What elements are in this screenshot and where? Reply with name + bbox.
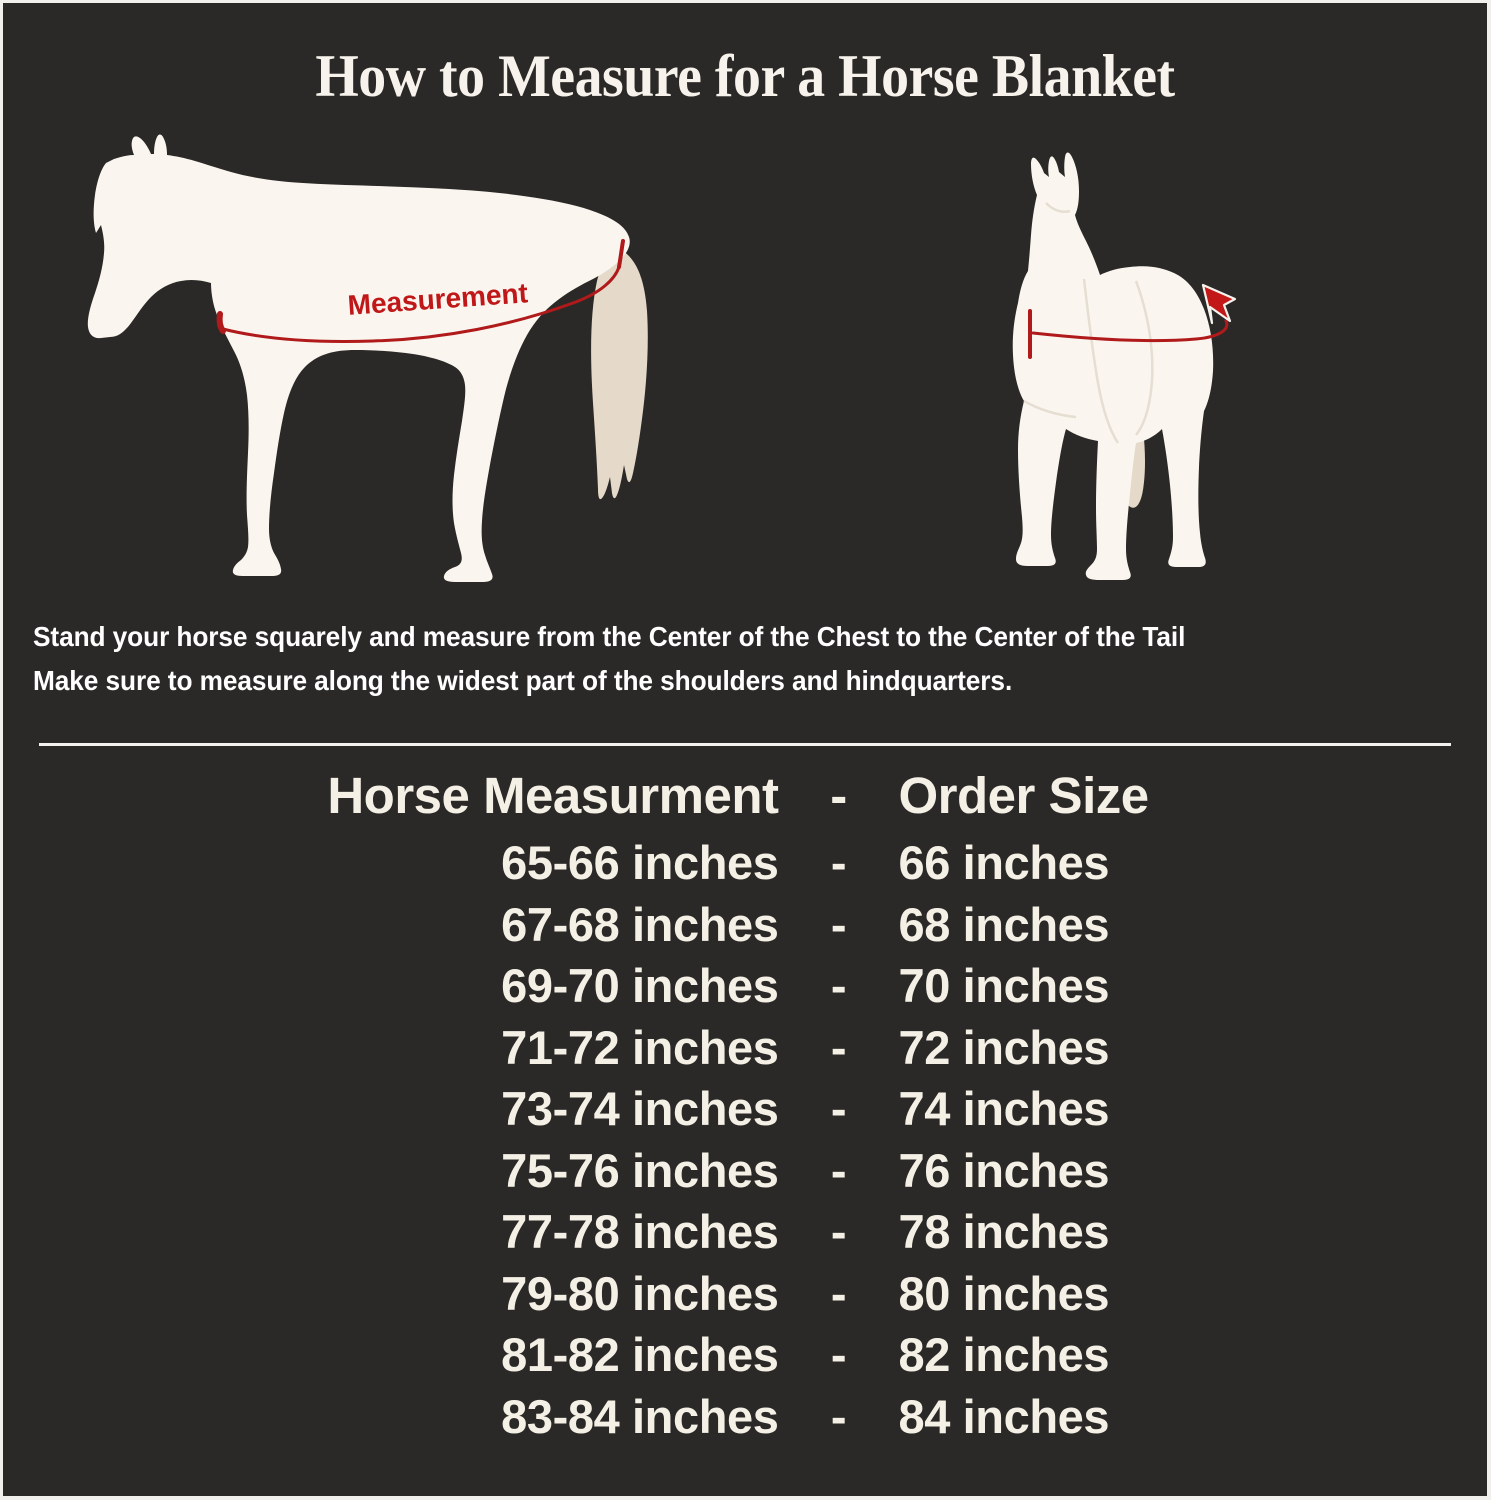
measurement-line-side <box>216 239 625 343</box>
cell-measurement: 73-74 inches <box>501 1082 779 1135</box>
horse-body-rear <box>1012 152 1214 580</box>
cell-measurement: 67-68 inches <box>501 897 779 951</box>
cell-dash: - <box>830 1389 847 1443</box>
cell-measurement: 65-66 inches <box>501 836 779 889</box>
cell-measurement: 81-82 inches <box>501 1328 779 1381</box>
horse-rear-contours <box>1023 202 1154 444</box>
size-table: Horse Measurment - Order Size 65-66 inch… <box>3 760 1487 1448</box>
cell-order-size: 84 inches <box>898 1389 1110 1443</box>
cell-measurement: 83-84 inches <box>501 1389 779 1443</box>
cell-dash: - <box>830 1205 847 1258</box>
section-divider <box>39 743 1451 746</box>
cell-dash: - <box>830 836 847 889</box>
cell-measurement: 77-78 inches <box>501 1205 779 1258</box>
table-row: 81-82 inches - 82 inches <box>3 1324 1487 1386</box>
cell-order-size: 72 inches <box>898 1020 1110 1074</box>
horse-tail-side <box>591 250 648 500</box>
table-row: 77-78 inches - 78 inches <box>3 1201 1487 1263</box>
horse-side-view-diagram: Measurement <box>63 133 683 583</box>
page-title: How to Measure for a Horse Blanket <box>315 43 1175 109</box>
cell-order-size: 70 inches <box>898 959 1110 1012</box>
cell-measurement: 75-76 inches <box>501 1143 779 1197</box>
cell-order-size: 74 inches <box>898 1082 1110 1135</box>
cell-measurement: 69-70 inches <box>501 959 779 1012</box>
cell-dash: - <box>830 1266 847 1320</box>
cell-dash: - <box>830 1082 847 1135</box>
cell-order-size: 78 inches <box>898 1205 1110 1258</box>
instructions-text: Stand your horse squarely and measure fr… <box>33 615 1399 703</box>
cell-measurement: 79-80 inches <box>501 1266 779 1320</box>
table-header-order-size: Order Size <box>898 767 1150 824</box>
horse-body-side <box>87 134 630 583</box>
horse-rear-view-diagram <box>958 133 1258 583</box>
cell-order-size: 82 inches <box>898 1328 1110 1381</box>
table-row: 75-76 inches - 76 inches <box>3 1140 1487 1202</box>
cell-dash: - <box>830 1143 847 1197</box>
table-row: 83-84 inches - 84 inches <box>3 1386 1487 1448</box>
table-row: 71-72 inches - 72 inches <box>3 1017 1487 1079</box>
table-row: 69-70 inches - 70 inches <box>3 955 1487 1017</box>
illustration-area: Measurement <box>3 123 1487 593</box>
cell-order-size: 66 inches <box>898 836 1110 889</box>
measurement-wrap-arrow <box>1028 283 1237 359</box>
table-row: 65-66 inches - 66 inches <box>3 832 1487 894</box>
cell-dash: - <box>830 897 847 951</box>
cell-measurement: 71-72 inches <box>501 1020 779 1074</box>
table-header-dash: - <box>830 767 847 824</box>
table-header-measurement: Horse Measurment <box>327 767 779 824</box>
table-row: 79-80 inches - 80 inches <box>3 1263 1487 1325</box>
instructions-line-2: Make sure to measure along the widest pa… <box>33 665 1013 696</box>
table-row: 67-68 inches - 68 inches <box>3 894 1487 956</box>
table-row: 73-74 inches - 74 inches <box>3 1078 1487 1140</box>
table-header-row: Horse Measurment - Order Size <box>3 760 1487 832</box>
instructions-line-1: Stand your horse squarely and measure fr… <box>33 621 1186 652</box>
cell-order-size: 68 inches <box>898 897 1110 951</box>
cell-dash: - <box>830 1328 847 1381</box>
cell-dash: - <box>830 1020 847 1074</box>
cell-dash: - <box>830 959 847 1012</box>
cell-order-size: 80 inches <box>898 1266 1110 1320</box>
cell-order-size: 76 inches <box>898 1143 1110 1197</box>
